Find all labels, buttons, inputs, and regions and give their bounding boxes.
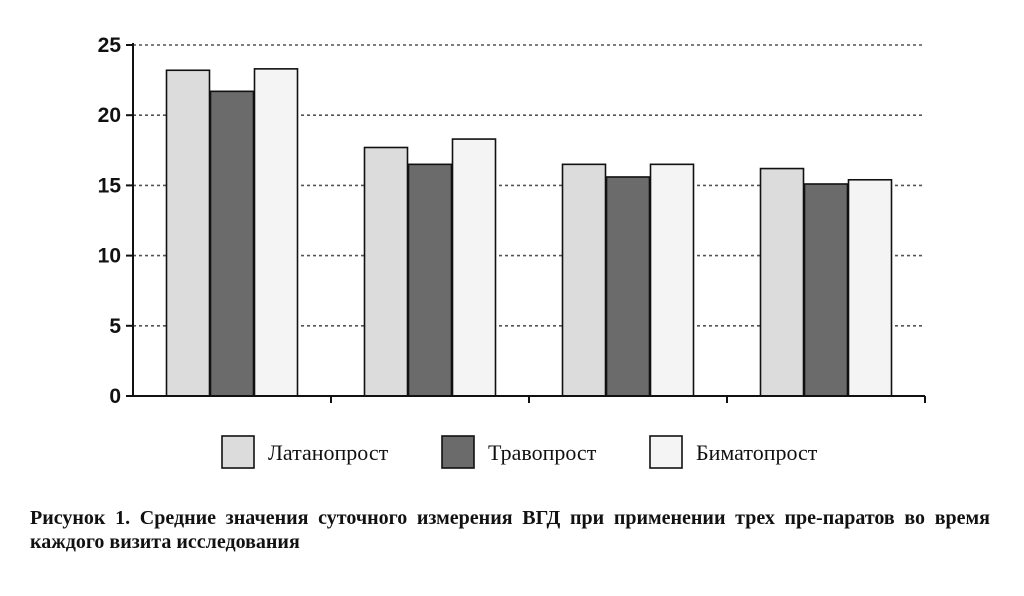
bar — [165, 69, 211, 397]
bar — [803, 183, 849, 397]
y-tick-labels: 0 5 10 15 20 25 — [98, 34, 122, 408]
y-tick-label: 20 — [98, 104, 121, 127]
bars — [165, 68, 893, 397]
bar — [363, 146, 409, 397]
legend: Латанопрост Травопрост Биматопрост — [221, 435, 818, 469]
legend-label: Биматопрост — [696, 440, 818, 465]
legend-swatch — [441, 435, 475, 469]
bar — [847, 178, 893, 397]
bar — [407, 163, 453, 397]
bar-chart: 0 5 10 15 20 25 Латанопрост Травопрост Биматопр… — [98, 34, 926, 469]
y-tick-label: 10 — [98, 245, 121, 268]
legend-swatch — [221, 435, 255, 469]
bar — [605, 176, 651, 397]
y-tick-label: 15 — [98, 174, 122, 197]
y-tick-label: 0 — [109, 385, 121, 408]
bar — [759, 167, 805, 397]
bar — [253, 68, 299, 397]
y-tick-label: 25 — [98, 34, 122, 57]
bar — [649, 163, 695, 397]
bar — [451, 138, 497, 397]
figure-caption: Рисунок 1. Средние значения суточного из… — [30, 507, 990, 553]
axes — [126, 43, 926, 403]
bar — [561, 163, 607, 397]
legend-label: Латанопрост — [268, 440, 389, 465]
bar — [209, 90, 255, 397]
y-tick-label: 5 — [109, 315, 121, 338]
legend-label: Травопрост — [488, 440, 597, 465]
legend-swatch — [649, 435, 683, 469]
